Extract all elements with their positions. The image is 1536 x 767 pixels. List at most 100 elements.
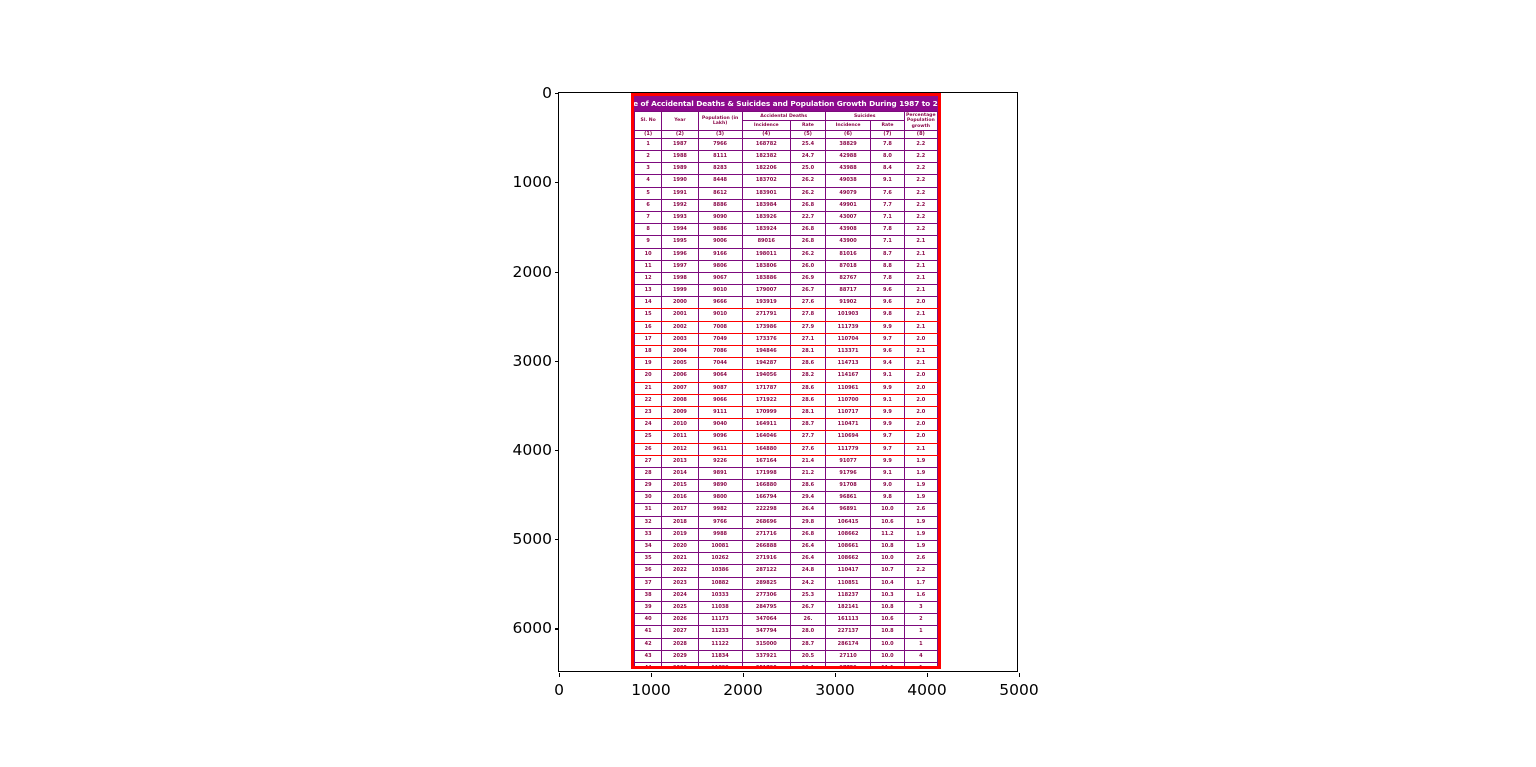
cell-su-incidence: 110851 <box>824 576 872 590</box>
scanned-table-image: Rate of Accidental Deaths & Suicides and… <box>631 93 941 669</box>
cell-population: 9766 <box>697 515 743 529</box>
table-row: 28 2014 9891 171998 21.2 91796 9.1 1.9 <box>634 466 938 481</box>
table-row: 32 2018 9766 268696 29.8 106415 10.6 1.9 <box>634 515 938 529</box>
cell-ad-rate: 28.6 <box>790 381 826 395</box>
cell-su-rate: 7.1 <box>870 235 905 249</box>
cell-population: 9226 <box>697 454 743 468</box>
cell-ad-incidence: 168782 <box>741 137 792 152</box>
cell-su-rate: 11.1 <box>870 661 905 666</box>
cell-year: 2030 <box>661 661 699 666</box>
cell-su-rate: 10.8 <box>870 540 905 554</box>
table-row: 14 2000 9666 193919 27.6 91902 9.6 2.0 <box>634 296 938 310</box>
header-su-rate: Rate <box>870 120 905 131</box>
cell-su-rate: 9.8 <box>870 308 905 322</box>
cell-population: 9090 <box>697 210 743 225</box>
cell-ad-rate: 26.2 <box>790 174 826 188</box>
cell-pct-growth: 2.2 <box>903 223 938 237</box>
cell-ad-incidence: 164880 <box>741 442 792 456</box>
cell-ad-incidence: 268696 <box>741 515 792 529</box>
cell-su-incidence: 110417 <box>824 564 872 578</box>
cell-ad-incidence: 194056 <box>741 369 792 383</box>
cell-sl-no: 18 <box>634 345 663 359</box>
cell-pct-growth: 2.1 <box>903 235 938 249</box>
cell-sl-no: 43 <box>634 649 663 663</box>
header-pct-growth: Percentage Population growth <box>903 111 938 131</box>
cell-year: 2009 <box>661 405 699 420</box>
cell-ad-rate: 27.1 <box>790 332 826 347</box>
cell-su-incidence: 43988 <box>824 162 872 176</box>
cell-year: 1993 <box>661 210 699 225</box>
cell-su-rate: 10.0 <box>870 649 905 663</box>
header-row-sub: Incidence Rate Incidence Rate <box>635 120 938 131</box>
table-row: 21 2007 9087 171787 28.6 110961 9.9 2.0 <box>634 381 938 395</box>
cell-su-incidence: 49079 <box>824 186 872 200</box>
cell-su-incidence: 108662 <box>824 552 872 566</box>
cell-ad-incidence: 89016 <box>741 235 792 249</box>
cell-population: 8886 <box>697 198 743 212</box>
cell-sl-no: 30 <box>634 491 663 505</box>
cell-ad-rate: 26.8 <box>790 198 826 212</box>
table-row: 34 2020 10081 266888 26.4 108661 10.8 1.9 <box>634 540 938 554</box>
cell-ad-rate: 26.8 <box>790 223 826 237</box>
table-row: 1 1987 7966 168782 25.4 38829 7.8 2.2 <box>634 137 938 152</box>
cell-su-incidence: 227137 <box>824 625 872 639</box>
cell-su-rate: 8.7 <box>870 247 905 261</box>
cell-pct-growth: 2.1 <box>903 284 938 298</box>
cell-pct-growth: 1.9 <box>903 527 938 542</box>
cell-population: 8612 <box>697 186 743 200</box>
cell-ad-rate: 27.7 <box>790 430 826 444</box>
col-num-5: (5) <box>790 129 826 139</box>
cell-sl-no: 2 <box>634 150 663 164</box>
cell-pct-growth: 2.2 <box>903 137 938 152</box>
cell-population: 11038 <box>697 600 743 615</box>
table-row: 27 2013 9226 167164 21.4 91077 9.9 1.9 <box>634 454 938 468</box>
cell-su-rate: 9.7 <box>870 430 905 444</box>
cell-year: 2016 <box>661 491 699 505</box>
table-row: 5 1991 8612 183901 26.2 49079 7.6 2.2 <box>634 186 938 200</box>
cell-sl-no: 41 <box>634 625 663 639</box>
cell-sl-no: 35 <box>634 552 663 566</box>
cell-pct-growth: 2.2 <box>903 210 938 225</box>
cell-sl-no: 13 <box>634 284 663 298</box>
cell-population: 9988 <box>697 527 743 542</box>
cell-su-rate: 7.7 <box>870 198 905 212</box>
plot-axes: 0 1000 2000 3000 4000 5000 6000 0 1000 2… <box>513 84 1039 699</box>
cell-ad-rate: 27.6 <box>790 296 826 310</box>
cell-pct-growth: 2.1 <box>903 308 938 322</box>
cell-year: 2005 <box>661 357 699 371</box>
cell-su-rate: 8.8 <box>870 259 905 273</box>
cell-su-incidence: 96891 <box>824 503 872 517</box>
cell-su-incidence: 87018 <box>824 259 872 273</box>
cell-su-incidence: 43908 <box>824 223 872 237</box>
table-row: 37 2023 10882 289825 24.2 110851 10.4 1.7 <box>634 576 938 590</box>
cell-population: 10081 <box>697 540 743 554</box>
x-tick-label-2000: 2000 <box>723 681 763 699</box>
cell-population: 11233 <box>697 625 743 639</box>
cell-su-rate: 9.7 <box>870 332 905 347</box>
cell-year: 1992 <box>661 198 699 212</box>
table-row: 25 2011 9096 164046 27.7 110694 9.7 2.0 <box>634 430 938 444</box>
cell-population: 11834 <box>697 649 743 663</box>
cell-ad-incidence: 271916 <box>741 552 792 566</box>
cell-pct-growth: 2.2 <box>903 564 938 578</box>
cell-su-rate: 10.6 <box>870 613 905 627</box>
cell-su-rate: 9.8 <box>870 491 905 505</box>
cell-su-rate: 7.6 <box>870 186 905 200</box>
cell-pct-growth: 1.9 <box>903 491 938 505</box>
cell-su-incidence: 97759 <box>824 661 872 666</box>
cell-ad-rate: 26.0 <box>790 259 826 273</box>
cell-year: 2002 <box>661 320 699 334</box>
cell-population: 9064 <box>697 369 743 383</box>
x-tick-label-4000: 4000 <box>907 681 947 699</box>
cell-sl-no: 32 <box>634 515 663 529</box>
cell-pct-growth: 2.1 <box>903 271 938 286</box>
cell-su-incidence: 110961 <box>824 381 872 395</box>
cell-pct-growth: 2.2 <box>903 198 938 212</box>
cell-su-incidence: 111739 <box>824 320 872 334</box>
cell-year: 2017 <box>661 503 699 517</box>
cell-pct-growth: 2.0 <box>903 405 938 420</box>
cell-population: 9800 <box>697 491 743 505</box>
cell-ad-rate: 28.1 <box>790 345 826 359</box>
cell-su-incidence: 161113 <box>824 613 872 627</box>
table-row: 26 2012 9611 164880 27.6 111779 9.7 2.1 <box>634 442 938 456</box>
